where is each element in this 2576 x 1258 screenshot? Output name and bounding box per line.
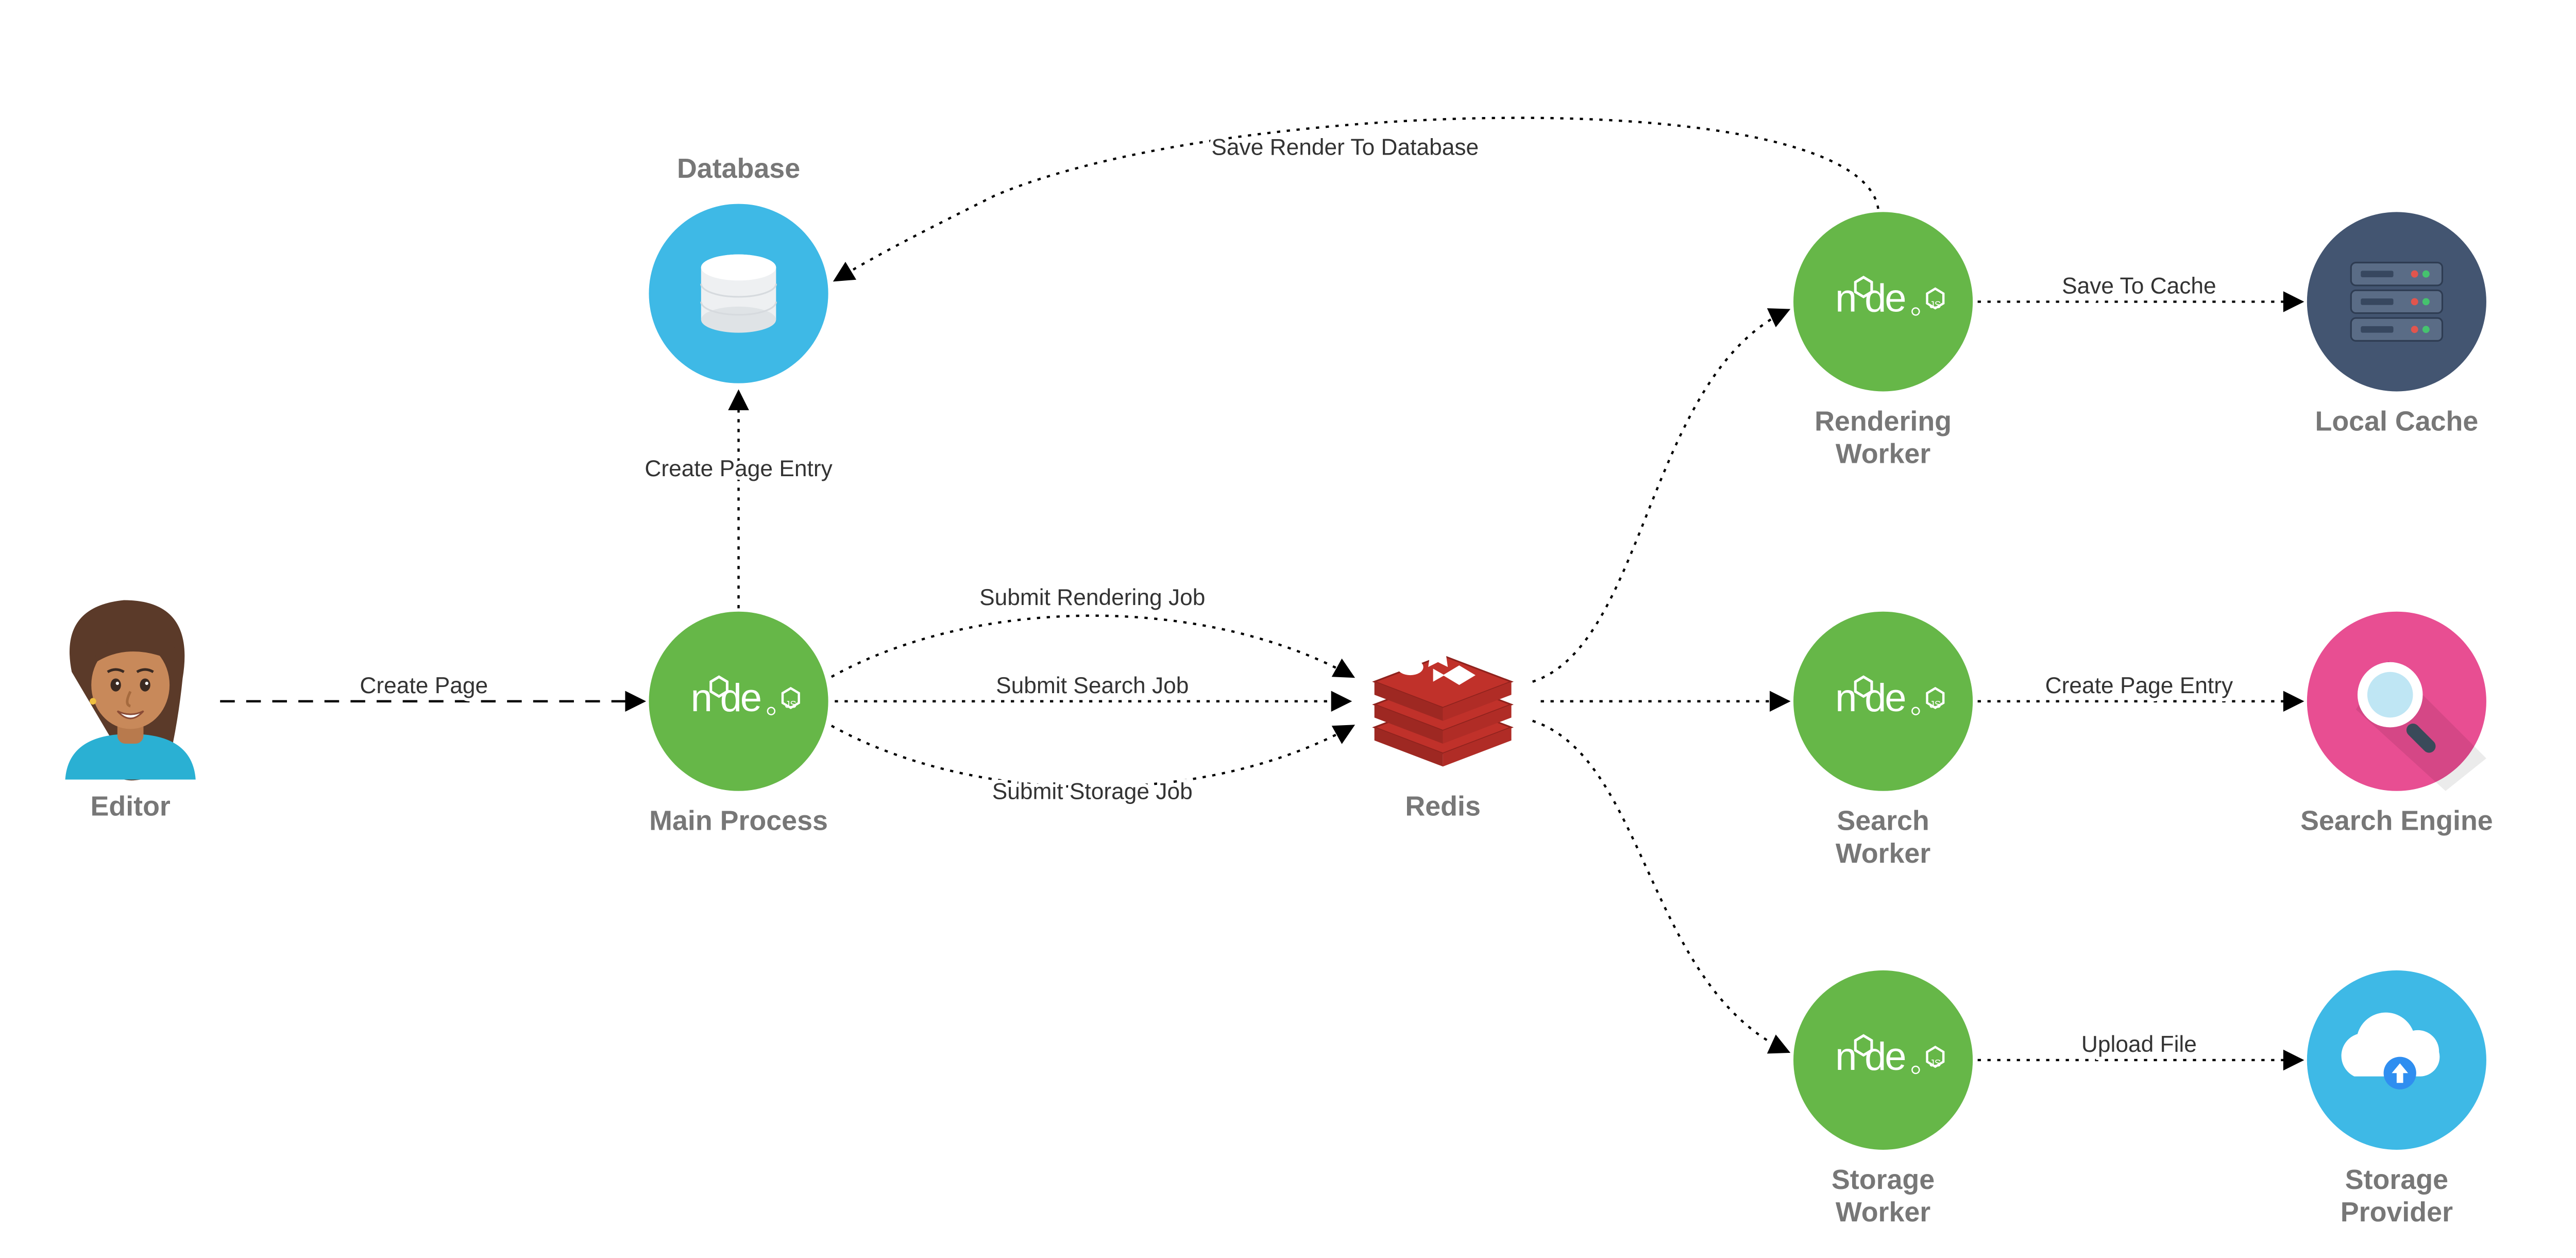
edge-label-submit_search: Submit Search Job <box>996 673 1189 698</box>
nodejs-logo-text: n de <box>1835 676 1905 720</box>
editor-avatar-icon <box>65 600 196 781</box>
node-label-rendering_worker-1: Worker <box>1836 439 1930 469</box>
node-label-storage_worker-1: Worker <box>1836 1197 1930 1228</box>
node-label-editor: Editor <box>90 791 170 821</box>
node-label-local_cache: Local Cache <box>2315 406 2478 437</box>
edge-label-save_to_cache: Save To Cache <box>2062 274 2216 299</box>
node-label-storage_provider-1: Provider <box>2341 1197 2453 1228</box>
database-icon <box>701 255 776 333</box>
node-label-search_worker-0: Search <box>1837 806 1929 836</box>
node-rendering_worker: n de JS RenderingWorker <box>1793 212 1973 469</box>
edge-label-create_page: Create Page <box>360 673 488 698</box>
node-label-redis: Redis <box>1405 791 1480 821</box>
nodejs-logo-text: n de <box>1835 276 1905 320</box>
edge-label-submit_rendering: Submit Rendering Job <box>979 585 1205 610</box>
nodejs-logo-text: n de <box>691 676 760 720</box>
edge-label-submit_storage: Submit Storage Job <box>992 779 1193 804</box>
edge-label-save_render_to_db: Save Render To Database <box>1211 135 1479 160</box>
node-label-storage_worker-0: Storage <box>1832 1164 1935 1195</box>
node-label-main_process: Main Process <box>649 806 828 836</box>
nodejs-logo-text: n de <box>1835 1035 1905 1079</box>
node-label-search_engine: Search Engine <box>2300 806 2493 836</box>
node-label-rendering_worker-0: Rendering <box>1815 406 1952 437</box>
nodejs-js-label: JS <box>785 699 796 710</box>
nodejs-js-label: JS <box>1929 1059 1941 1069</box>
edge-label-create_page_entry_db: Create Page Entry <box>645 456 833 481</box>
nodejs-js-label: JS <box>1929 699 1941 710</box>
node-label-search_worker-1: Worker <box>1836 838 1930 869</box>
edge-label-upload_file: Upload File <box>2081 1032 2197 1057</box>
node-label-database: Database <box>677 153 800 184</box>
edge-label-create_page_entry_se: Create Page Entry <box>2045 673 2233 698</box>
node-label-storage_provider-0: Storage <box>2345 1164 2448 1195</box>
server-icon <box>2351 262 2442 341</box>
nodejs-js-label: JS <box>1929 300 1941 311</box>
